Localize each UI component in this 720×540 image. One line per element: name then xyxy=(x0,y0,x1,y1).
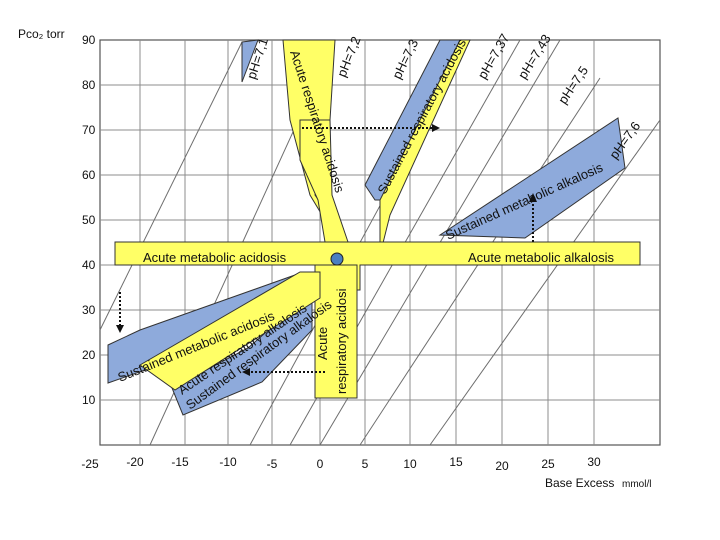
ph-wedge-7-1-to-7-2 xyxy=(241,39,259,83)
y-tick: 90 xyxy=(82,33,96,47)
sustained-met-alkalosis-band xyxy=(438,117,626,239)
x-tick: 5 xyxy=(362,457,369,471)
x-tick-labels: -25 -20 -15 -10 -5 0 5 10 15 20 25 30 xyxy=(81,455,601,473)
x-tick: -5 xyxy=(267,457,278,471)
x-tick: 10 xyxy=(403,457,417,471)
y-tick-labels: 90 80 70 60 50 40 30 20 10 xyxy=(82,33,96,407)
label-acute-resp-acidosis-lower-1: Acute xyxy=(315,327,330,360)
y-tick: 10 xyxy=(82,393,96,407)
y-tick: 60 xyxy=(82,168,96,182)
ph-line xyxy=(99,41,243,331)
x-tick: -25 xyxy=(81,457,99,471)
compensation-arrows xyxy=(116,124,537,376)
x-tick: 20 xyxy=(495,459,509,473)
x-tick: -10 xyxy=(219,455,237,469)
acute-metabolic-band xyxy=(114,241,641,291)
x-tick: 25 xyxy=(541,457,555,471)
y-tick: 30 xyxy=(82,303,96,317)
x-tick: 30 xyxy=(587,455,601,469)
y-tick: 20 xyxy=(82,348,96,362)
x-tick: -15 xyxy=(171,455,189,469)
x-axis-title: Base Excess xyxy=(545,476,614,490)
x-tick: 0 xyxy=(317,457,324,471)
normal-value-dot xyxy=(330,252,344,266)
acute-resp-acidosis-lower-band xyxy=(314,264,358,399)
y-tick: 50 xyxy=(82,213,96,227)
arrowhead-icon xyxy=(529,193,537,202)
acute-resp-alkalosis-band xyxy=(139,271,321,391)
y-tick: 70 xyxy=(82,123,96,137)
y-tick: 80 xyxy=(82,78,96,92)
x-tick: 15 xyxy=(449,455,463,469)
y-axis-title: Pco₂ torr xyxy=(18,27,65,41)
yellow-regions xyxy=(114,39,641,399)
acute-resp-acidosis-top-core xyxy=(299,119,349,243)
label-acute-met-alkalosis: Acute metabolic alkalosis xyxy=(468,250,614,265)
arrowhead-icon xyxy=(242,368,250,376)
x-tick: -20 xyxy=(126,455,144,469)
ph-line xyxy=(429,119,661,446)
label-acute-met-acidosis: Acute metabolic acidosis xyxy=(143,250,287,265)
arrowhead-icon xyxy=(432,124,440,132)
y-tick: 40 xyxy=(82,258,96,272)
x-axis-unit: mmol/l xyxy=(622,479,651,490)
arrowhead-icon xyxy=(116,325,124,333)
label-acute-resp-acidosis-lower-2: respiratory acidosi xyxy=(334,288,349,394)
